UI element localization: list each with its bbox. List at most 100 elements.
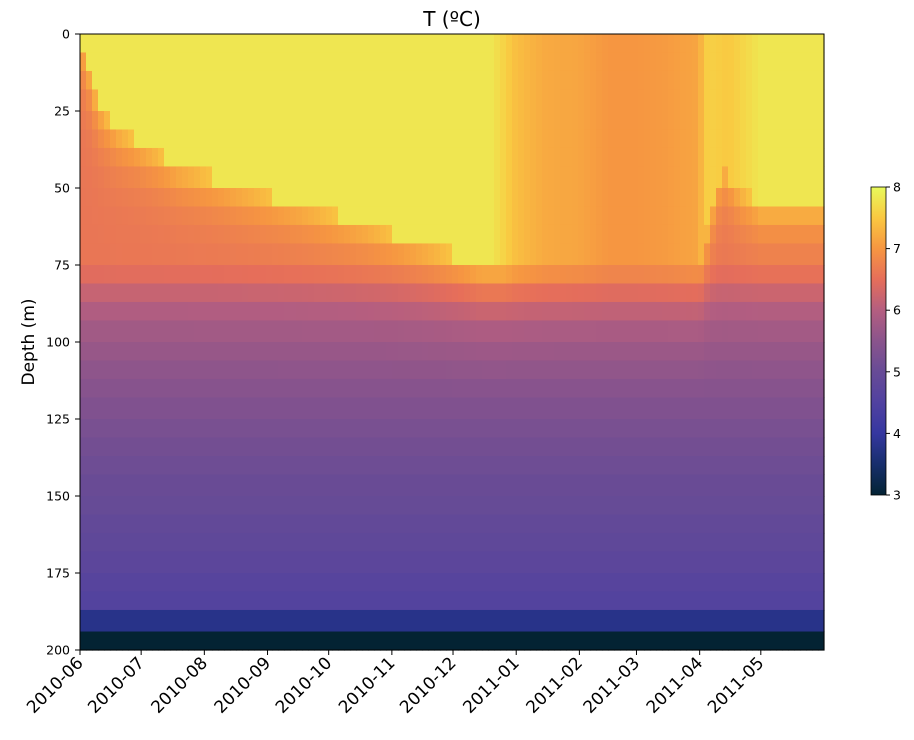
heatmap-cell (572, 243, 579, 266)
heatmap-cell (188, 283, 195, 303)
heatmap-cell (284, 129, 291, 149)
heatmap-cell (812, 437, 819, 457)
heatmap-cell (398, 89, 405, 112)
heatmap-cell (386, 301, 393, 322)
heatmap-cell (158, 265, 165, 285)
heatmap-cell (458, 301, 465, 322)
heatmap-cell (740, 591, 747, 611)
heatmap-cell (80, 631, 87, 651)
heatmap-cell (746, 243, 753, 266)
heatmap-cell (524, 52, 531, 72)
heatmap-cell (692, 320, 699, 343)
heatmap-cell (332, 89, 339, 112)
heatmap-cell (470, 360, 477, 380)
heatmap-cell (662, 111, 669, 131)
heatmap-cell (308, 631, 315, 651)
heatmap-cell (482, 206, 489, 226)
heatmap-cell (428, 474, 435, 497)
heatmap-cell (692, 188, 699, 208)
heatmap-cell (452, 34, 459, 54)
heatmap-cell (332, 188, 339, 208)
heatmap-cell (662, 34, 669, 54)
heatmap-cell (488, 283, 495, 303)
heatmap-cell (284, 631, 291, 651)
heatmap-cell (272, 111, 279, 131)
heatmap-cell (542, 496, 549, 516)
heatmap-cell (530, 111, 537, 131)
heatmap-cell (206, 301, 213, 322)
heatmap-cell (110, 455, 117, 476)
heatmap-cell (218, 591, 225, 611)
heatmap-cell (248, 111, 255, 131)
heatmap-cell (626, 609, 633, 633)
heatmap-cell (674, 147, 681, 168)
heatmap-cell (638, 283, 645, 303)
heatmap-cell (806, 419, 813, 439)
heatmap-cell (524, 320, 531, 343)
heatmap-cell (656, 419, 663, 439)
heatmap-cell (464, 52, 471, 72)
heatmap-cell (434, 265, 441, 285)
heatmap-cell (788, 455, 795, 476)
heatmap-cell (464, 34, 471, 54)
heatmap-cell (302, 532, 309, 553)
heatmap-cell (680, 419, 687, 439)
heatmap-cell (620, 496, 627, 516)
heatmap-cell (86, 188, 93, 208)
heatmap-cell (428, 551, 435, 574)
heatmap-cell (440, 573, 447, 593)
heatmap-cell (698, 320, 705, 343)
heatmap-cell (524, 591, 531, 611)
heatmap-cell (632, 224, 639, 245)
heatmap-cell (596, 147, 603, 168)
heatmap-cell (788, 378, 795, 399)
heatmap-cell (788, 147, 795, 168)
heatmap-cell (692, 378, 699, 399)
heatmap-cell (536, 111, 543, 131)
heatmap-cell (92, 70, 99, 91)
heatmap-cell (440, 474, 447, 497)
heatmap-cell (398, 206, 405, 226)
heatmap-cell (770, 631, 777, 651)
heatmap-cell (614, 224, 621, 245)
heatmap-cell (464, 188, 471, 208)
heatmap-cell (530, 52, 537, 72)
heatmap-cell (650, 609, 657, 633)
heatmap-cell (308, 283, 315, 303)
heatmap-cell (308, 591, 315, 611)
heatmap-cell (518, 360, 525, 380)
heatmap-cell (428, 514, 435, 534)
heatmap-cell (410, 532, 417, 553)
heatmap-cell (98, 496, 105, 516)
heatmap-cell (710, 514, 717, 534)
heatmap-cell (416, 514, 423, 534)
heatmap-cell (566, 52, 573, 72)
heatmap-cell (452, 52, 459, 72)
heatmap-cell (626, 89, 633, 112)
heatmap-cell (170, 89, 177, 112)
heatmap-cell (290, 224, 297, 245)
heatmap-cell (236, 551, 243, 574)
heatmap-cell (668, 573, 675, 593)
heatmap-cell (806, 283, 813, 303)
heatmap-cell (374, 532, 381, 553)
heatmap-cell (236, 532, 243, 553)
heatmap-cell (818, 378, 825, 399)
heatmap-cell (596, 34, 603, 54)
heatmap-cell (110, 147, 117, 168)
heatmap-cell (800, 474, 807, 497)
heatmap-cell (122, 243, 129, 266)
heatmap-cell (800, 514, 807, 534)
heatmap-cell (152, 342, 159, 362)
heatmap-cell (356, 111, 363, 131)
heatmap-cell (350, 342, 357, 362)
heatmap-cell (560, 147, 567, 168)
heatmap-cell (266, 243, 273, 266)
heatmap-cell (584, 70, 591, 91)
heatmap-cell (524, 34, 531, 54)
heatmap-cell (746, 70, 753, 91)
heatmap-cell (746, 609, 753, 633)
heatmap-cell (146, 342, 153, 362)
heatmap-cell (794, 378, 801, 399)
heatmap-cell (518, 89, 525, 112)
